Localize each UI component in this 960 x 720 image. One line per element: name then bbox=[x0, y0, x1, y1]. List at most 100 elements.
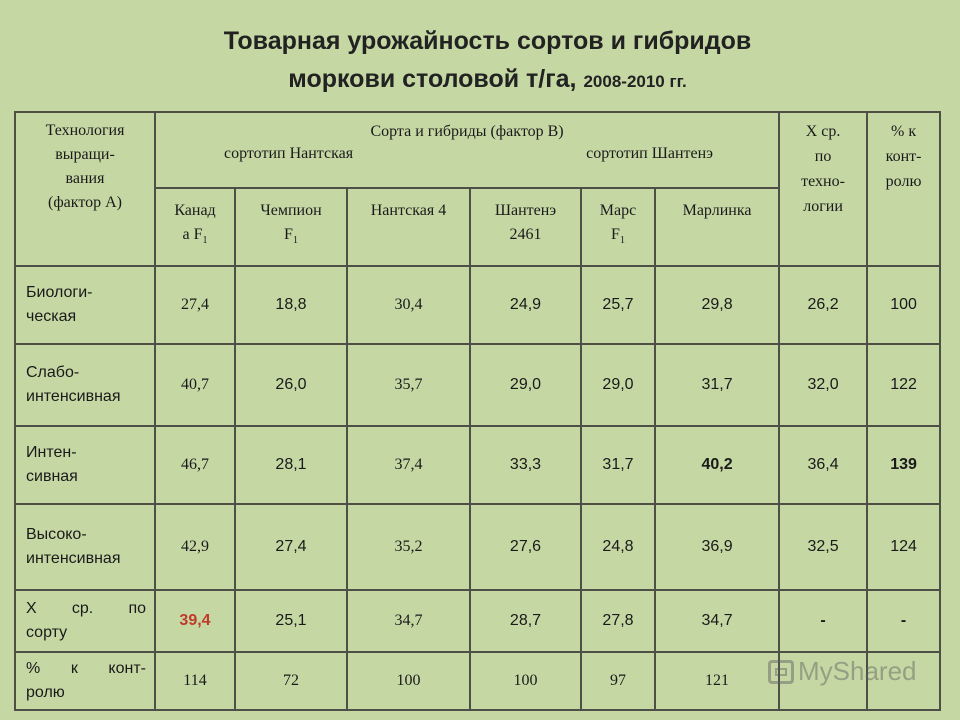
table-cell: 31,7 bbox=[580, 425, 656, 505]
table-cell: 35,2 bbox=[346, 503, 471, 591]
table-cell: 26,2 bbox=[778, 265, 869, 345]
header-x-avg: Х ср. по техно- логии bbox=[778, 111, 869, 267]
header-subtype-chantenay: сортотип Шантенэ bbox=[586, 145, 714, 162]
table-row: Высоко- интенсивная 42,9 27,4 35,2 27,6 … bbox=[14, 503, 942, 591]
yield-table: Технология выращи- вания (фактор А) Сорт… bbox=[14, 111, 942, 711]
table-cell: 35,7 bbox=[346, 343, 471, 427]
column-header-line: Марлинка bbox=[682, 202, 752, 219]
column-header-sub: 1 bbox=[619, 235, 625, 247]
table-row: % к конт- ролю 114 72 100 100 97 121 bbox=[14, 651, 942, 711]
header-factor-b: Сорта и гибриды (фактор В) сортотип Нант… bbox=[153, 111, 781, 189]
table-cell bbox=[866, 651, 942, 711]
table-row: Биологи- ческая 27,4 18,8 30,4 24,9 25,7… bbox=[14, 265, 942, 345]
column-header-shantene-2461: Шантенэ 2461 bbox=[469, 187, 582, 267]
table-cell: 27,6 bbox=[469, 503, 582, 591]
header-subtypes: сортотип Нантская сортотип Шантенэ bbox=[156, 143, 778, 165]
table-row: Слабо- интенсивная 40,7 26,0 35,7 29,0 2… bbox=[14, 343, 942, 427]
column-header-line: 2461 bbox=[509, 226, 542, 243]
title-years: 2008-2010 гг. bbox=[583, 72, 687, 91]
column-header-text: F bbox=[284, 226, 293, 243]
table-cell: 33,3 bbox=[469, 425, 582, 505]
column-header-marlinka: Марлинка bbox=[653, 187, 781, 267]
presentation-icon bbox=[768, 659, 794, 684]
column-header-text: F bbox=[611, 226, 620, 243]
header-subtype-nantes: сортотип Нантская bbox=[224, 145, 354, 162]
table-cell: 31,7 bbox=[653, 343, 781, 427]
table-cell: 46,7 bbox=[154, 425, 236, 505]
column-header-line: Марс bbox=[599, 202, 637, 219]
table-cell: 36,4 bbox=[778, 425, 869, 505]
table-cell: 114 bbox=[154, 651, 236, 711]
row-label: Биологи- ческая bbox=[14, 265, 156, 345]
header-factor-a-line: (фактор А) bbox=[47, 194, 123, 211]
title-line-1: Товарная урожайность сортов и гибридов bbox=[223, 27, 752, 55]
row-label: Высоко- интенсивная bbox=[14, 503, 156, 591]
table-cell: 29,0 bbox=[469, 343, 582, 427]
watermark-text: MyShared bbox=[798, 656, 917, 686]
table-cell: 121 bbox=[653, 651, 781, 711]
header-factor-a-line: Технология bbox=[45, 122, 125, 139]
column-header-mars: Марс F1 bbox=[580, 187, 656, 267]
header-factor-b-title: Сорта и гибриды (фактор В) bbox=[370, 123, 564, 140]
header-pct-line: конт- bbox=[885, 148, 922, 165]
row-label-line: Биологи- bbox=[26, 284, 93, 301]
table-cell: 97 bbox=[580, 651, 656, 711]
table-cell: 27,8 bbox=[580, 589, 656, 653]
row-label-line: Слабо- bbox=[26, 364, 80, 381]
row-label: % к конт- ролю bbox=[14, 651, 156, 711]
table-cell: 72 bbox=[234, 651, 348, 711]
header-x-avg-line: логии bbox=[803, 198, 843, 215]
table-cell-highlight: 39,4 bbox=[154, 589, 236, 653]
column-header-line: F1 bbox=[236, 223, 346, 253]
table-cell: - bbox=[866, 589, 942, 653]
header-factor-a: Технология выращи- вания (фактор А) bbox=[14, 111, 156, 267]
header-pct-line: ролю bbox=[885, 173, 922, 190]
table-cell: 37,4 bbox=[346, 425, 471, 505]
table-cell: 28,1 bbox=[234, 425, 348, 505]
table-cell: 42,9 bbox=[154, 503, 236, 591]
header-x-avg-line: по bbox=[814, 148, 832, 165]
table-cell: 27,4 bbox=[234, 503, 348, 591]
table-cell: 24,9 bbox=[469, 265, 582, 345]
header-factor-a-line: выращи- bbox=[55, 146, 115, 163]
row-label-line: Х ср. по bbox=[26, 600, 146, 617]
table-cell: 100 bbox=[469, 651, 582, 711]
column-header-line: Нантская 4 bbox=[370, 202, 447, 219]
row-label: Х ср. по сорту bbox=[14, 589, 156, 653]
table-cell: 25,1 bbox=[234, 589, 348, 653]
column-header-champion: Чемпион F1 bbox=[234, 187, 348, 267]
table-cell: 26,0 bbox=[234, 343, 348, 427]
table-cell: 29,0 bbox=[580, 343, 656, 427]
column-header-sub: 1 bbox=[292, 235, 298, 247]
table-cell: 27,4 bbox=[154, 265, 236, 345]
table-cell: 40,7 bbox=[154, 343, 236, 427]
row-label-line: сивная bbox=[26, 468, 78, 485]
column-header-nantskaya-4: Нантская 4 bbox=[346, 187, 471, 267]
header-x-avg-line: техно- bbox=[801, 173, 845, 190]
watermark: MyShared bbox=[768, 656, 917, 687]
title-line-2-main: моркови столовой т/га, bbox=[288, 65, 577, 93]
header-pct-line: % к bbox=[890, 123, 917, 140]
table-cell: 34,7 bbox=[346, 589, 471, 653]
title-line-2: моркови столовой т/га, 2008-2010 гг. bbox=[0, 60, 960, 101]
table-cell: 122 bbox=[866, 343, 942, 427]
row-label-line: интенсивная bbox=[26, 550, 121, 567]
column-header-line: Канад bbox=[174, 202, 216, 219]
table-cell: 30,4 bbox=[346, 265, 471, 345]
table-cell: 18,8 bbox=[234, 265, 348, 345]
table-cell: 25,7 bbox=[580, 265, 656, 345]
slide-title: Товарная урожайность сортов и гибридов м… bbox=[0, 22, 960, 101]
column-header-text: а F bbox=[182, 226, 203, 243]
column-header-sub: 1 bbox=[202, 235, 208, 247]
row-label-line: Интен- bbox=[26, 444, 77, 461]
table-cell-highlight: 40,2 bbox=[653, 425, 781, 505]
row-label-line: интенсивная bbox=[26, 388, 121, 405]
table-cell: 28,7 bbox=[469, 589, 582, 653]
table-cell: 24,8 bbox=[580, 503, 656, 591]
table-cell: 100 bbox=[866, 265, 942, 345]
table-cell: 32,5 bbox=[778, 503, 869, 591]
table-cell: 124 bbox=[866, 503, 942, 591]
row-label: Слабо- интенсивная bbox=[14, 343, 156, 427]
table-row: Х ср. по сорту 39,4 25,1 34,7 28,7 27,8 … bbox=[14, 589, 942, 653]
column-header-line: Шантенэ bbox=[494, 202, 557, 219]
